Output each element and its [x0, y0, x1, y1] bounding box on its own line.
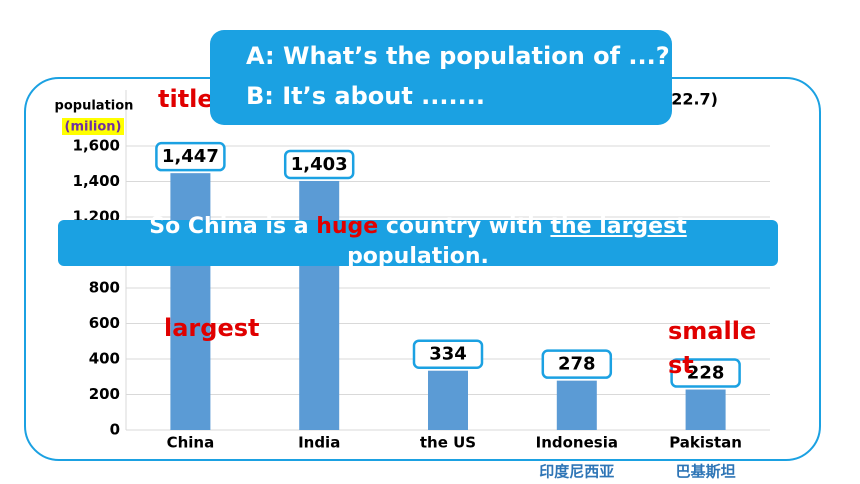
y-axis-unit: (milion) [65, 120, 122, 135]
bar [685, 389, 726, 430]
category-note: 印度尼西亚 [539, 463, 614, 481]
title-note: 22.7) [671, 90, 718, 109]
value-label-box [155, 141, 226, 172]
value-label-box [541, 349, 613, 379]
bar [428, 370, 468, 430]
value-label-box [670, 358, 741, 388]
value-label-box [412, 339, 484, 369]
banner-part: So China is a [149, 214, 317, 239]
highlight [62, 118, 124, 135]
x-tick-label: India [298, 434, 340, 452]
value-label: 1,403 [291, 154, 348, 175]
y-tick-label: 400 [89, 350, 120, 368]
y-axis-label: population [55, 99, 134, 114]
value-label: 1,447 [162, 146, 219, 167]
chart-title: title [158, 85, 214, 113]
value-label: 334 [429, 344, 467, 365]
bar [556, 380, 597, 430]
y-tick-label: 200 [89, 385, 120, 403]
y-tick-label: 1,400 [73, 172, 120, 190]
y-tick-label: 0 [110, 421, 120, 439]
category-note: 巴基斯坦 [676, 463, 736, 481]
x-tick-label: the US [420, 434, 476, 452]
banner: So China is a huge country with the larg… [58, 214, 778, 269]
y-tick-label: 800 [89, 279, 120, 297]
banner-part: huge [316, 214, 379, 239]
banner-part: population. [347, 244, 489, 269]
y-tick-label: 1,600 [73, 137, 120, 155]
annotation: largest [164, 314, 260, 342]
value-label: 228 [687, 363, 725, 384]
value-label-box [283, 149, 355, 180]
banner-part: country with [378, 214, 551, 239]
x-tick-label: Pakistan [669, 434, 742, 452]
y-tick-label: 600 [89, 314, 120, 332]
answer: B: It’s about ....... [246, 82, 486, 110]
x-tick-label: China [167, 434, 215, 452]
banner-part: the largest [550, 214, 687, 239]
bar [170, 173, 211, 430]
annotation: smallest [668, 317, 757, 379]
x-tick-label: Indonesia [536, 434, 618, 452]
banner-text: So China is a huge country with the larg… [108, 212, 728, 272]
value-label: 278 [558, 354, 596, 375]
dialog-bubble: A: What’s the population of ...? B: It’s… [210, 30, 672, 125]
question: A: What’s the population of ...? [246, 42, 670, 70]
